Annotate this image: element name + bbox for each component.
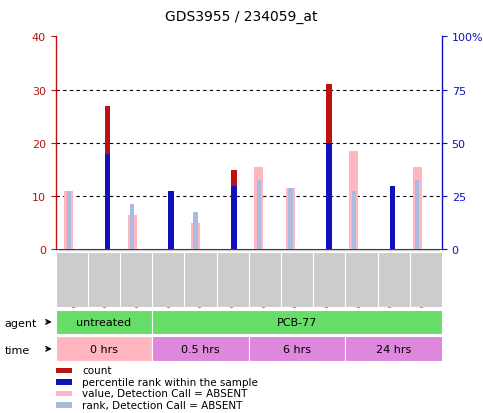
Bar [152, 310, 442, 335]
Bar [168, 191, 173, 250]
Text: agent: agent [5, 318, 37, 328]
Bar [390, 186, 395, 250]
Bar [249, 337, 345, 361]
Bar [352, 191, 356, 250]
Bar [326, 144, 332, 250]
Text: value, Detection Call = ABSENT: value, Detection Call = ABSENT [82, 389, 248, 399]
Text: 0 hrs: 0 hrs [90, 344, 118, 354]
Text: 0.5 hrs: 0.5 hrs [181, 344, 220, 354]
Bar [313, 252, 345, 308]
Bar [128, 215, 137, 250]
Bar [104, 106, 110, 250]
Bar [249, 252, 281, 308]
Text: GDS3955 / 234059_at: GDS3955 / 234059_at [165, 10, 318, 24]
Bar [56, 252, 88, 308]
Bar [326, 85, 332, 250]
Bar [390, 186, 395, 250]
Text: percentile rank within the sample: percentile rank within the sample [82, 377, 258, 387]
Bar [281, 252, 313, 308]
Bar [56, 310, 152, 335]
Bar [231, 170, 237, 250]
Bar [415, 181, 419, 250]
Text: untreated: untreated [76, 317, 131, 327]
Bar [56, 368, 72, 373]
Text: 24 hrs: 24 hrs [376, 344, 411, 354]
Bar [120, 252, 152, 308]
Bar [286, 189, 295, 250]
Bar [56, 337, 152, 361]
Text: PCB-77: PCB-77 [277, 317, 317, 327]
Bar [255, 167, 263, 250]
Bar [56, 402, 72, 408]
Bar [56, 391, 72, 396]
Bar [191, 223, 200, 250]
Bar [88, 252, 120, 308]
Text: time: time [5, 345, 30, 355]
Bar [413, 167, 422, 250]
Bar [152, 252, 185, 308]
Bar [350, 152, 358, 250]
Bar [345, 252, 378, 308]
Text: count: count [82, 366, 112, 375]
Bar [216, 252, 249, 308]
Bar [288, 189, 293, 250]
Bar [345, 337, 442, 361]
Bar [168, 191, 173, 250]
Bar [67, 191, 71, 250]
Bar [56, 379, 72, 385]
Bar [185, 252, 216, 308]
Bar [378, 252, 410, 308]
Text: rank, Detection Call = ABSENT: rank, Detection Call = ABSENT [82, 400, 242, 410]
Bar [410, 252, 442, 308]
Bar [152, 337, 249, 361]
Bar [130, 205, 134, 250]
Bar [256, 181, 261, 250]
Text: 6 hrs: 6 hrs [283, 344, 311, 354]
Bar [104, 154, 110, 250]
Bar [231, 186, 237, 250]
Bar [64, 191, 73, 250]
Bar [193, 213, 198, 250]
